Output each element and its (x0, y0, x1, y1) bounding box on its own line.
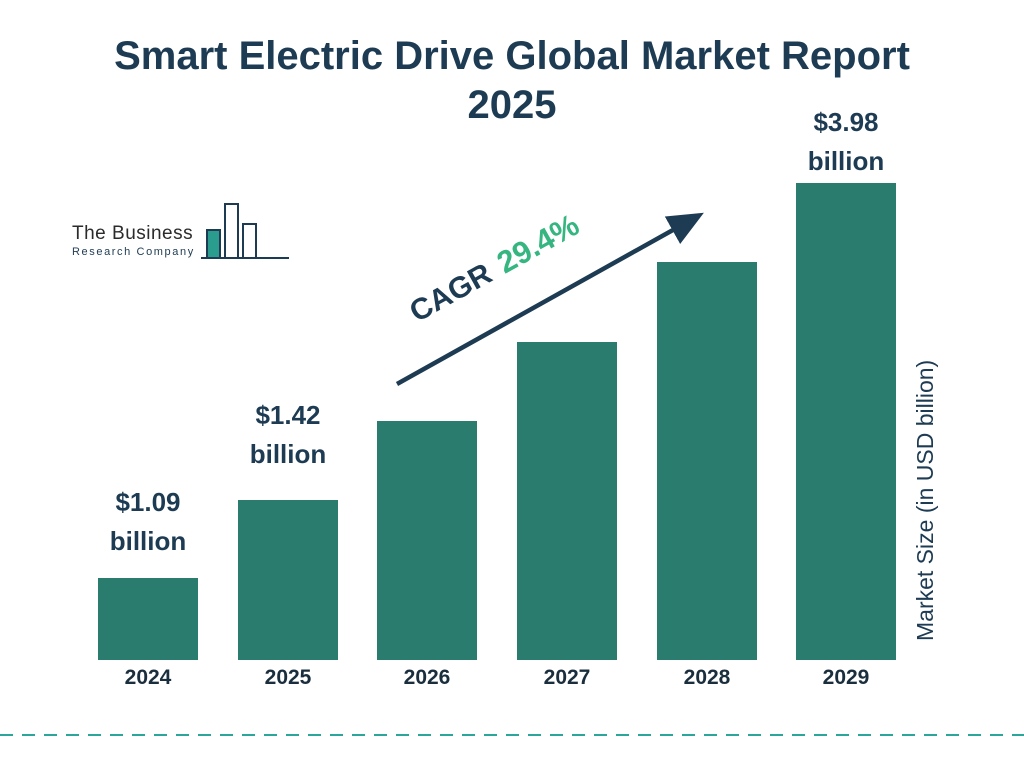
x-axis-label-2025: 2025 (264, 666, 312, 689)
cagr-value: 29.4% (491, 206, 585, 281)
logo-name: The Business (72, 223, 194, 244)
bar-2024 (98, 578, 198, 660)
bar-2028 (657, 262, 757, 660)
value-label-2025-unit: billion (249, 439, 327, 469)
x-axis-label-2029: 2029 (822, 666, 870, 689)
value-label-2024-amount: $1.09 (115, 487, 181, 517)
logo-subname: Research Company (72, 246, 195, 258)
chart-title-line2: 2025 (467, 82, 557, 127)
x-axis-label-2027: 2027 (543, 666, 591, 689)
cagr-prefix: CAGR (404, 257, 498, 329)
y-axis-label: Market Size (in USD billion) (912, 359, 938, 641)
bar-2027 (517, 342, 617, 660)
value-label-2029: $3.98 billion (766, 103, 926, 181)
value-label-2025: $1.42 billion (208, 396, 368, 474)
chart-title: Smart Electric Drive Global Market Repor… (0, 32, 1024, 130)
bar-2025 (238, 500, 338, 660)
logo-bar-chart-icon (200, 203, 289, 259)
value-label-2029-unit: billion (807, 146, 885, 176)
logo-text: The Business Research Company (72, 223, 195, 264)
bar-2026 (377, 421, 477, 660)
value-label-2024: $1.09 billion (68, 483, 228, 561)
x-axis-label-2024: 2024 (124, 666, 172, 689)
x-axis-label-2026: 2026 (403, 666, 451, 689)
value-label-2025-amount: $1.42 (255, 400, 321, 430)
cagr-label: CAGR29.4% (403, 207, 585, 330)
x-axis-label-2028: 2028 (683, 666, 731, 689)
value-label-2029-amount: $3.98 (813, 107, 879, 137)
value-label-2024-unit: billion (109, 526, 187, 556)
logo: The Business Research Company (72, 198, 291, 264)
chart-title-line1: Smart Electric Drive Global Market Repor… (114, 34, 910, 78)
bar-2029 (796, 183, 896, 660)
